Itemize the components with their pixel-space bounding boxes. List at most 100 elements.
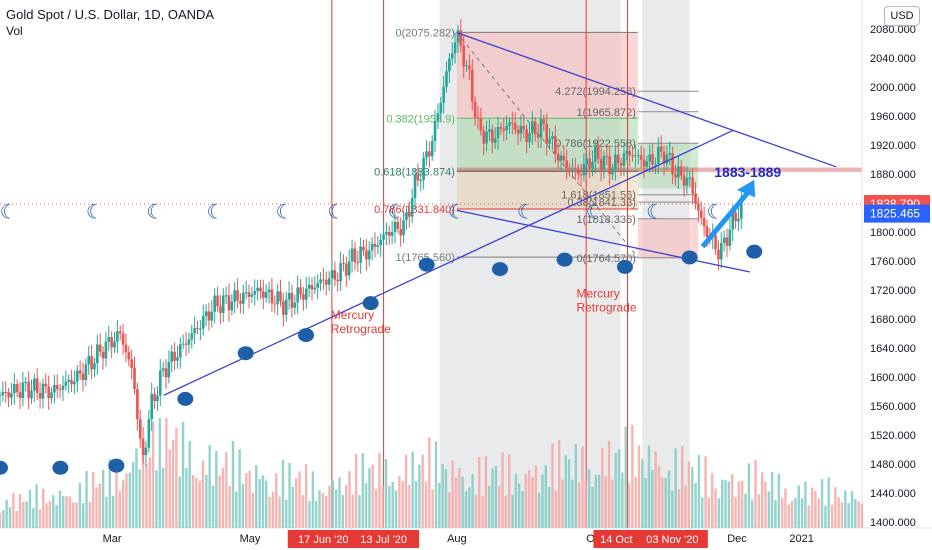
volume-indicator-label[interactable]: Vol [6, 24, 23, 38]
volume-bar [810, 487, 814, 528]
volume-bar [667, 470, 671, 528]
volume-bar [721, 479, 724, 528]
volume-bar [304, 464, 308, 528]
volume-bar [641, 458, 644, 528]
candle [73, 381, 76, 385]
candle [181, 343, 185, 345]
volume-bar [141, 444, 145, 528]
moon-icon: ☾ [0, 201, 18, 223]
candle [562, 155, 566, 161]
volume-bar [258, 478, 261, 528]
candle [118, 331, 122, 334]
candle [379, 239, 382, 246]
y-tick-label: 1640.000 [870, 343, 916, 355]
volume-bar [364, 483, 368, 528]
candle [87, 356, 91, 365]
candle [293, 302, 297, 308]
volume-bar [830, 504, 834, 528]
volume-bar [95, 487, 98, 528]
moon-icon: ☾ [448, 201, 466, 223]
target-range-label: 1883-1889 [714, 164, 781, 180]
candle [665, 154, 669, 164]
volume-bar [278, 496, 281, 528]
volume-bar [28, 489, 32, 528]
candle [216, 295, 219, 307]
volume-bar [501, 452, 504, 528]
volume-bar [654, 451, 657, 528]
volume-bar [770, 472, 774, 528]
volume-bar [388, 486, 391, 528]
fib-zone-top [456, 32, 638, 119]
fib1-diagonal [456, 32, 639, 258]
y-tick-label: 1560.000 [870, 401, 916, 413]
candle [548, 138, 551, 144]
volume-bar [827, 477, 830, 528]
candle [282, 301, 285, 315]
candle [493, 138, 497, 143]
candle [230, 301, 234, 311]
volume-bar [484, 456, 488, 528]
volume-bar [408, 484, 411, 528]
candle [287, 292, 291, 300]
volume-bar [474, 495, 478, 528]
volume-bar [281, 459, 285, 528]
volume-bar [617, 449, 621, 528]
mercury-retrograde-label: Mercury [331, 308, 374, 322]
moon-icon: ☾ [586, 201, 604, 223]
candle [213, 295, 216, 312]
volume-bar [438, 482, 441, 528]
volume-bar [780, 497, 784, 528]
volume-bar [471, 474, 474, 528]
candle [67, 379, 70, 382]
candle [619, 163, 623, 166]
candle [679, 166, 683, 176]
volume-bar [404, 454, 408, 528]
volume-bar [291, 486, 295, 528]
volume-bar [494, 466, 498, 528]
volume-bar [531, 477, 534, 528]
candle [41, 383, 45, 399]
y-tick-label: 1600.000 [870, 372, 916, 384]
candle [224, 295, 228, 297]
volume-bar [424, 481, 428, 528]
candle [725, 237, 729, 246]
candle [107, 337, 111, 342]
volume-bar [757, 494, 761, 528]
candle [116, 331, 119, 342]
price-badge-label: 1825.465 [870, 207, 920, 221]
candle [622, 153, 626, 166]
candle [539, 119, 543, 138]
volume-bar [731, 474, 734, 528]
candle [147, 419, 151, 448]
volume-bar [118, 490, 122, 528]
candle [413, 174, 417, 199]
candle [316, 283, 320, 288]
candle [459, 30, 463, 46]
volume-bar [208, 445, 211, 528]
candle [740, 197, 743, 219]
candle [682, 175, 686, 186]
volume-bar [514, 473, 518, 528]
volume-bar [155, 470, 158, 528]
volume-bar [584, 479, 587, 528]
volume-bar [837, 497, 840, 528]
date-badge [636, 530, 708, 548]
fib2-level-label: 1(1965.872) [577, 107, 636, 119]
candle [668, 153, 672, 155]
candle [236, 290, 239, 301]
candle [75, 370, 79, 382]
y-tick-label: 1400.000 [870, 517, 916, 529]
volume-bar [634, 477, 637, 528]
candle [299, 287, 302, 295]
volume-bar [624, 426, 627, 528]
y-tick-label: 2080.000 [870, 24, 916, 36]
currency-button[interactable]: USD [884, 6, 920, 26]
volume-bar [288, 462, 291, 528]
dot-marker [177, 391, 194, 406]
volume-bar [787, 504, 790, 528]
candle [511, 122, 514, 124]
candle [359, 246, 362, 263]
candle [370, 243, 374, 251]
candle [158, 370, 162, 396]
